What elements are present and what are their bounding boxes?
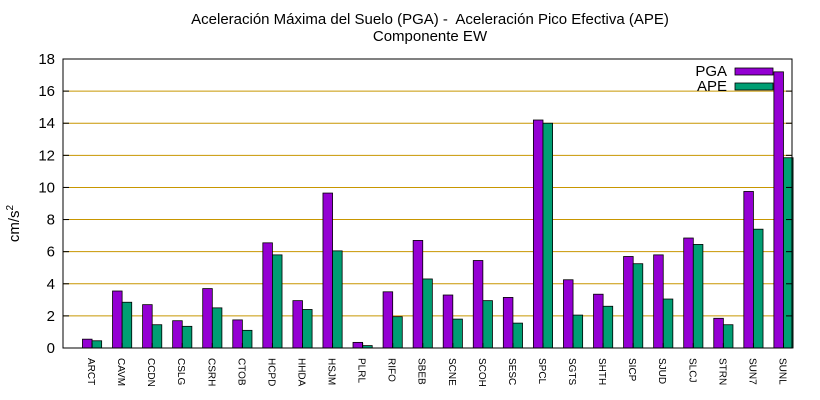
bar-pga (382, 291, 394, 349)
x-tick-label: CSRH (205, 358, 216, 386)
bar-pga (472, 260, 484, 349)
bar-pga (623, 256, 634, 349)
bar-pga (563, 279, 574, 349)
bar-ape (241, 329, 253, 349)
y-tick-label: 18 (38, 51, 55, 68)
bar-ape (753, 228, 764, 349)
y-axis: 0 2 4 6 8 10 12 14 16 18 (38, 51, 792, 357)
y-axis-label-exponent: 2 (5, 204, 16, 210)
x-tick-label: SCOH (476, 358, 487, 387)
x-tick-label: PLRL (356, 358, 367, 383)
y-tick-label: 8 (47, 212, 55, 229)
bar-ape (392, 316, 403, 349)
bar-ape (151, 324, 163, 349)
y-tick-label: 4 (47, 276, 55, 293)
bar-ape (211, 307, 223, 349)
bar-pga (532, 119, 544, 349)
x-tick-label: HSJM (326, 358, 337, 385)
bar-ape (181, 325, 193, 349)
bar-pga (442, 294, 454, 349)
bar-pga (773, 71, 784, 349)
bar-pga (202, 288, 213, 349)
bar-pga (232, 319, 243, 349)
x-tick-label: CAVM (115, 358, 126, 386)
bar-ape (512, 322, 523, 349)
x-tick-label: SPCL (536, 358, 547, 385)
bar-pga (292, 300, 303, 349)
bar-pga (352, 341, 364, 349)
y-tick-label: 2 (47, 308, 55, 325)
x-tick-label: CSLG (175, 358, 186, 385)
bar-ape (542, 122, 553, 349)
bar-pga (653, 254, 664, 349)
x-tick-label: SJUD (656, 358, 667, 384)
x-tick-label: HHDA (295, 358, 306, 387)
x-tick-label: CTOB (235, 358, 246, 386)
chart-subtitle: Componente EW (372, 28, 488, 45)
legend-swatch-pga (734, 67, 774, 76)
bar-pga (112, 290, 123, 349)
bar-pga (412, 240, 424, 349)
bars (82, 71, 794, 349)
legend-swatch-ape (734, 82, 774, 91)
chart-title: Aceleración Máxima del Suelo (PGA) - Ace… (191, 11, 669, 28)
bar-pga (593, 293, 604, 349)
x-tick-label: SESC (506, 358, 517, 385)
y-tick-label: 0 (47, 340, 55, 357)
bar-ape (91, 340, 103, 349)
bar-pga (322, 192, 333, 349)
x-tick-label: STRN (716, 358, 727, 385)
bar-ape (602, 305, 614, 349)
bar-ape (632, 263, 644, 349)
y-axis-label-unit: cm/s (6, 210, 23, 242)
x-axis: ARCT CAVM CCDN CSLG CSRH CTOB HCPD HHDA HSJM PLRL… (85, 343, 787, 387)
plot-frame (62, 58, 793, 349)
bar-ape (722, 324, 734, 349)
y-tick-label: 6 (47, 244, 55, 261)
y-tick-label: 10 (38, 179, 55, 196)
legend-label-pga: PGA (695, 63, 727, 80)
bar-ape (422, 278, 433, 349)
bar-pga (743, 191, 754, 349)
x-tick-label: ARCT (85, 358, 96, 385)
bar-ape (272, 254, 283, 349)
bar-pga (502, 297, 514, 349)
y-tick-label: 14 (38, 115, 55, 132)
x-tick-label: SCNE (446, 358, 457, 386)
x-tick-label: SLCJ (686, 358, 697, 382)
bar-ape (482, 300, 493, 349)
x-tick-label: SUN7 (746, 358, 757, 385)
bar-pga (82, 338, 93, 349)
bar-ape (692, 244, 704, 349)
x-tick-label: SICP (626, 358, 637, 382)
x-tick-label: SGTS (566, 358, 577, 386)
x-tick-label: CCDN (145, 358, 156, 387)
bar-ape (572, 314, 584, 349)
x-tick-label: RIFO (386, 358, 397, 382)
x-tick-label: SBEB (416, 358, 427, 385)
bar-ape (121, 301, 133, 349)
y-tick-label: 12 (38, 147, 55, 164)
bar-ape (332, 250, 343, 349)
y-axis-label: cm/s2 (5, 204, 23, 242)
x-tick-label: HCPD (265, 358, 276, 386)
bar-ape (302, 309, 313, 349)
legend-label-ape: APE (697, 78, 727, 95)
bar-ape (452, 318, 463, 349)
x-tick-label: SUNL (776, 358, 787, 385)
bar-pga (713, 317, 724, 349)
bar-pga (142, 304, 153, 349)
y-tick-label: 16 (38, 83, 55, 100)
bar-pga (172, 320, 183, 349)
bar-pga (262, 242, 273, 349)
bar-ape (662, 298, 674, 349)
x-tick-label: SHTH (596, 358, 607, 385)
bar-pga (683, 237, 694, 349)
